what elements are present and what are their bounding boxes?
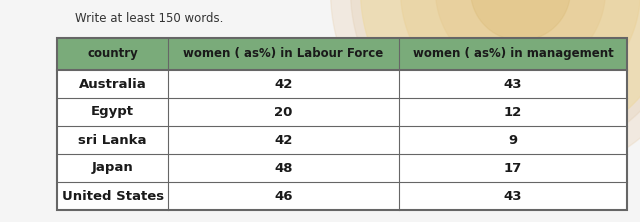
Text: Egypt: Egypt: [91, 105, 134, 119]
Text: United States: United States: [61, 190, 164, 202]
Text: 17: 17: [504, 161, 522, 174]
Text: 42: 42: [275, 77, 292, 91]
Bar: [57, 38, 627, 210]
Text: Australia: Australia: [79, 77, 147, 91]
Bar: [57, 98, 627, 126]
Text: 9: 9: [508, 133, 518, 147]
Text: 43: 43: [504, 77, 522, 91]
Text: 20: 20: [275, 105, 292, 119]
Bar: [57, 154, 627, 182]
Text: Write at least 150 words.: Write at least 150 words.: [75, 12, 223, 25]
Bar: [57, 182, 627, 210]
Bar: [57, 38, 627, 70]
Text: 12: 12: [504, 105, 522, 119]
Text: 48: 48: [275, 161, 293, 174]
Text: 43: 43: [504, 190, 522, 202]
Text: women ( as%) in management: women ( as%) in management: [413, 48, 613, 61]
Text: Japan: Japan: [92, 161, 134, 174]
Text: women ( as%) in Labour Force: women ( as%) in Labour Force: [184, 48, 384, 61]
Text: 42: 42: [275, 133, 292, 147]
Bar: [57, 126, 627, 154]
Text: sri Lanka: sri Lanka: [78, 133, 147, 147]
Bar: [57, 70, 627, 98]
Text: 46: 46: [275, 190, 293, 202]
Text: country: country: [87, 48, 138, 61]
